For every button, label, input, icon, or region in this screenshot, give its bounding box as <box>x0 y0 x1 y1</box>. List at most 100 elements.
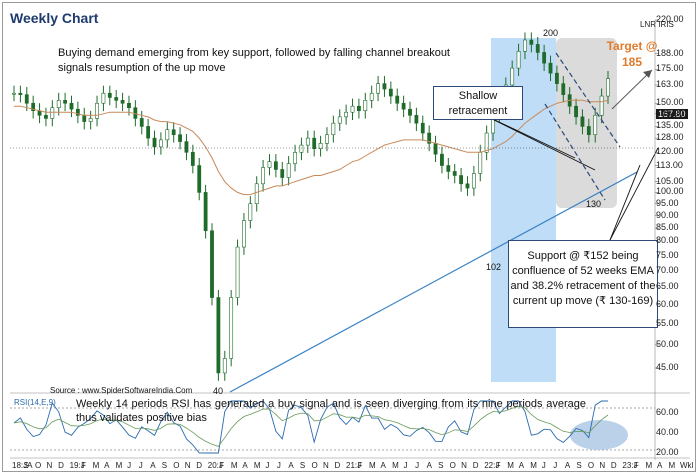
candle-body <box>293 152 297 164</box>
candle-body <box>408 108 412 116</box>
candle-body <box>440 153 444 166</box>
x-tick-label: O <box>449 461 456 470</box>
shallow-pointer-2 <box>477 111 596 171</box>
candle-body <box>229 297 234 359</box>
label-low-2022: 102 <box>486 262 502 272</box>
candle-body <box>235 246 240 298</box>
x-tick-label: S <box>23 461 29 470</box>
x-tick-label: J <box>541 461 546 470</box>
candle-body <box>82 115 87 122</box>
y-tick-label: 80.00 <box>656 235 679 246</box>
chart-description: Buying demand emerging from key support,… <box>58 47 450 74</box>
y-tick-label: 143.00 <box>656 107 684 118</box>
x-tick-label: 21:J <box>346 461 362 470</box>
candle-body <box>12 92 16 95</box>
x-tick-label: A <box>564 461 571 470</box>
x-tick-label: S <box>299 461 306 470</box>
candle-body <box>184 141 189 153</box>
last-price-box: 167.80 <box>656 109 688 119</box>
y-tick-label: 70.00 <box>656 264 679 275</box>
x-tick-label: J <box>276 461 281 470</box>
channel-upper <box>555 52 621 148</box>
candle-body <box>510 67 515 86</box>
y-tick-label: 163.00 <box>656 78 684 89</box>
long-trendline <box>229 171 638 393</box>
candle-body <box>420 122 425 134</box>
candle-body <box>159 139 163 148</box>
grey-zone <box>556 38 617 208</box>
candle-body <box>286 163 291 178</box>
candle-body <box>555 72 559 84</box>
x-tick-label: 19:J <box>69 461 85 470</box>
y-tick-label: 150.00 <box>656 97 684 108</box>
candle-body <box>18 92 23 95</box>
x-tick-label: J <box>553 461 558 470</box>
target-annotation: Target @ 185 <box>596 38 668 70</box>
x-tick-label: A <box>104 461 110 470</box>
channel-lower <box>544 103 606 201</box>
candle-body <box>478 152 483 174</box>
x-tick-label: D <box>334 461 341 470</box>
y-tick-label: 100.00 <box>656 186 684 197</box>
candle-body <box>120 100 125 104</box>
x-tick-label: M <box>668 461 676 470</box>
y-tick-label: 128.00 <box>656 132 684 143</box>
candle-body <box>190 152 195 166</box>
x-tick-label: J <box>138 461 143 470</box>
x-tick-label: Wkl <box>680 461 694 470</box>
x-tick-label: O <box>35 461 42 470</box>
candle-body <box>152 137 157 148</box>
candle-body <box>459 175 463 185</box>
candle-body <box>401 102 406 110</box>
rsi-highlight <box>570 420 628 450</box>
x-tick-label: 18:JA <box>12 461 33 470</box>
candle-body <box>24 94 29 104</box>
x-tick-label: N <box>322 461 329 470</box>
x-tick-label: A <box>150 461 156 470</box>
candle-body <box>203 192 208 232</box>
candle-body <box>107 92 112 98</box>
rsi-label: RSI(14,E,9) <box>14 398 56 407</box>
y-tick-label: 85.00 <box>656 222 679 233</box>
candle-body <box>344 111 349 118</box>
candle-body <box>337 116 342 124</box>
candle-body <box>535 44 540 53</box>
candle-body <box>369 92 374 101</box>
target-value: 185 <box>621 55 643 69</box>
candle-body <box>280 169 285 178</box>
candle-body <box>484 132 489 153</box>
label-low-2020: 40 <box>213 386 224 396</box>
candle-body <box>139 118 144 127</box>
candle-body <box>88 118 93 122</box>
candle-body <box>171 129 176 136</box>
y-tick-label: 65.00 <box>656 281 679 292</box>
candle-body <box>69 102 74 110</box>
y-tick-label: 90.00 <box>656 209 679 220</box>
candle-body <box>248 203 253 221</box>
candle-body <box>427 132 432 144</box>
candle-body <box>197 165 202 193</box>
label-low-2023: 130 <box>586 199 602 209</box>
candle-body <box>580 116 585 127</box>
x-tick-label: D <box>610 461 617 470</box>
x-tick-label: 23:J <box>622 461 638 470</box>
y-tick-label: 75.00 <box>656 249 679 260</box>
chart-title: Weekly Chart <box>10 10 99 26</box>
candle-body <box>523 39 527 52</box>
x-tick-label: D <box>196 461 203 470</box>
candle-body <box>561 83 566 95</box>
candle-body <box>178 134 182 142</box>
candle-body <box>433 143 438 155</box>
candle-body <box>267 161 272 168</box>
candle-body <box>63 100 67 104</box>
x-tick-label: J <box>265 461 270 470</box>
x-tick-label: F <box>357 461 363 470</box>
x-tick-label: 22:J <box>484 461 500 470</box>
candle-body <box>44 115 48 119</box>
candle-body <box>325 134 329 144</box>
candle-body <box>95 102 99 119</box>
y-tick-label: 45.00 <box>656 362 679 372</box>
candle-body <box>312 137 317 149</box>
candle-body <box>529 39 534 45</box>
x-tick-label: O <box>173 461 180 470</box>
